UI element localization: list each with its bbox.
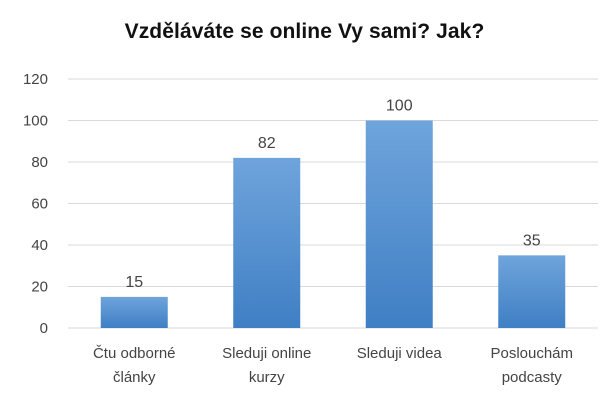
category-label: Sleduji online kurzy: [222, 345, 311, 386]
y-tick-label: 100: [23, 113, 48, 130]
data-label: 82: [258, 135, 276, 152]
y-tick-label: 80: [31, 154, 48, 171]
y-tick-label: 40: [31, 237, 48, 254]
chart-title: Vzděláváte se online Vy sami? Jak?: [124, 20, 485, 43]
data-label: 100: [386, 98, 413, 115]
category-label: Čtu odborné články: [93, 345, 176, 386]
y-tick-label: 0: [40, 320, 48, 337]
bar: [100, 296, 168, 328]
category-label-line: podcasty: [502, 369, 563, 386]
y-tick-label: 60: [31, 196, 48, 213]
category-label-line: Sleduji videa: [357, 345, 443, 362]
data-label: 15: [125, 274, 143, 291]
category-label-line: Sleduji online: [222, 345, 311, 362]
category-label-line: Poslouchám: [490, 345, 573, 362]
data-label: 35: [523, 232, 541, 249]
category-label: Sleduji videa: [357, 345, 443, 362]
bar: [233, 157, 301, 328]
category-label-line: články: [113, 369, 156, 386]
y-axis-ticks: 0 20 40 60 80 100 120: [23, 71, 48, 337]
category-label: Poslouchám podcasty: [490, 345, 573, 386]
y-tick-label: 120: [23, 71, 48, 88]
bars: [100, 120, 566, 328]
y-tick-label: 20: [31, 279, 48, 296]
data-labels: 15 82 100 35: [125, 98, 540, 291]
bar: [498, 255, 566, 328]
bar: [365, 120, 433, 328]
category-label-line: kurzy: [249, 369, 285, 386]
category-label-line: Čtu odborné: [93, 345, 176, 362]
